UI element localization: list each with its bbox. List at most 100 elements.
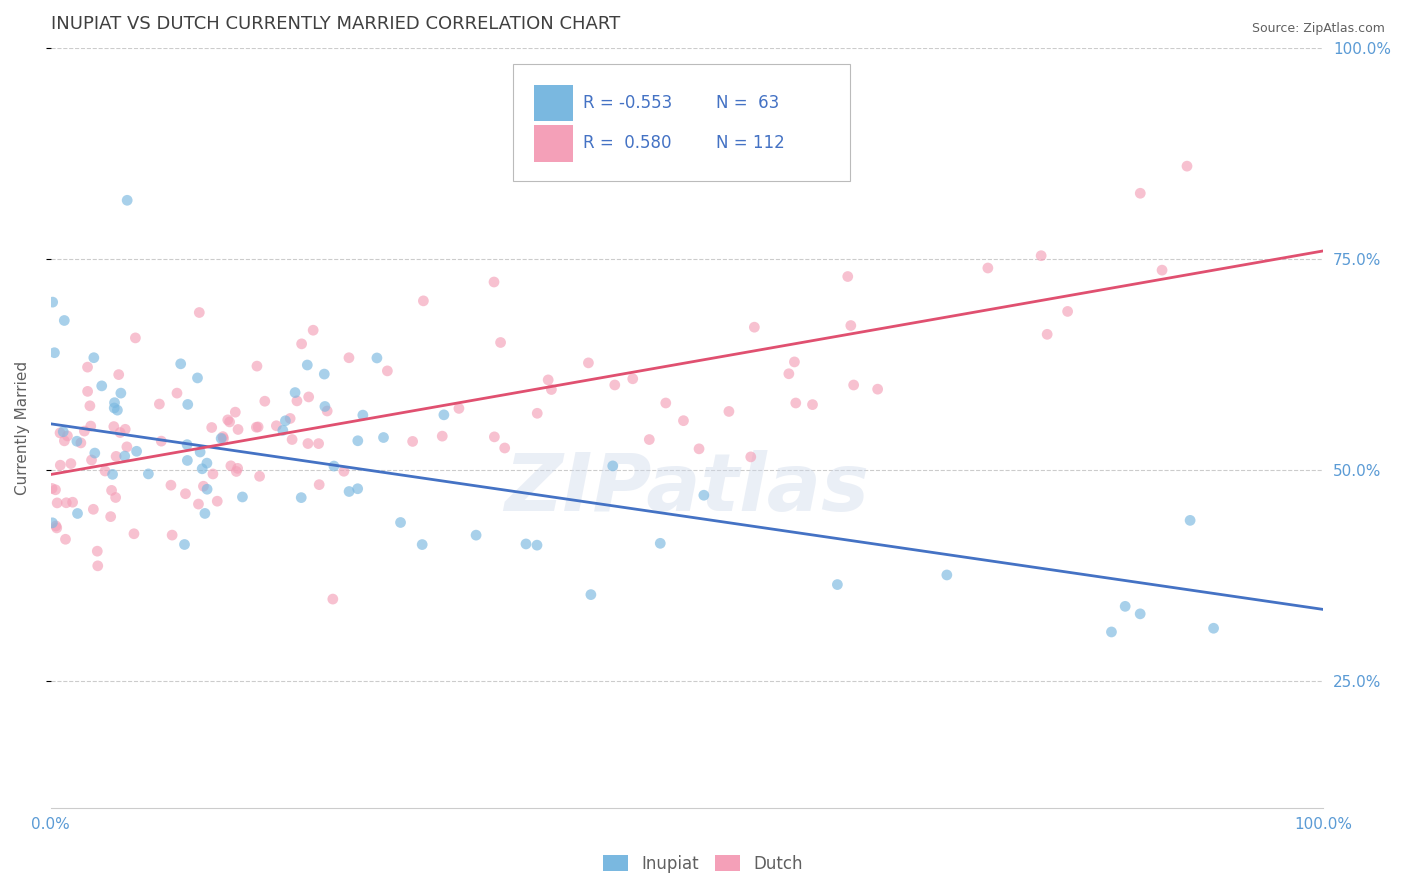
Point	[1114, 599, 1136, 614]
Point	[308, 477, 330, 491]
Point	[176, 437, 198, 451]
Point	[302, 323, 325, 337]
Point	[515, 537, 537, 551]
Point	[83, 351, 105, 365]
Point	[465, 528, 488, 542]
Point	[298, 390, 321, 404]
Point	[59, 457, 82, 471]
Point	[191, 462, 214, 476]
Point	[284, 385, 307, 400]
Point	[187, 497, 209, 511]
Point	[783, 355, 806, 369]
Point	[76, 360, 98, 375]
Point	[655, 396, 678, 410]
Point	[291, 336, 314, 351]
Point	[115, 194, 138, 208]
Point	[231, 490, 253, 504]
Point	[207, 494, 229, 508]
Point	[108, 425, 131, 440]
Point	[105, 403, 128, 417]
Point	[839, 318, 862, 333]
Point	[526, 406, 548, 420]
Point	[778, 367, 800, 381]
Point	[540, 383, 562, 397]
Point	[53, 434, 76, 448]
Point	[322, 592, 344, 607]
Point	[842, 378, 865, 392]
Point	[201, 467, 224, 481]
Point	[278, 411, 301, 425]
Point	[377, 364, 399, 378]
Point	[209, 432, 232, 446]
Point	[49, 458, 72, 473]
Point	[337, 351, 360, 365]
Point	[290, 491, 312, 505]
Text: R = -0.553: R = -0.553	[582, 95, 672, 112]
Point	[579, 588, 602, 602]
Point	[44, 483, 66, 497]
Point	[246, 359, 269, 373]
Point	[224, 405, 246, 419]
Point	[621, 372, 644, 386]
Point	[104, 491, 127, 505]
Point	[433, 408, 456, 422]
Point	[526, 538, 548, 552]
Point	[76, 384, 98, 399]
Point	[114, 422, 136, 436]
Point	[366, 351, 388, 365]
Point	[201, 420, 224, 434]
Point	[266, 418, 288, 433]
Point	[41, 295, 63, 310]
Point	[94, 464, 117, 478]
Point	[494, 441, 516, 455]
Point	[52, 425, 75, 439]
Point	[801, 398, 824, 412]
Point	[346, 482, 368, 496]
Point	[837, 269, 859, 284]
Point	[41, 516, 63, 530]
Point	[249, 469, 271, 483]
Point	[122, 526, 145, 541]
Point	[489, 335, 512, 350]
Point	[688, 442, 710, 456]
Point	[73, 424, 96, 438]
Point	[578, 356, 600, 370]
Point	[176, 453, 198, 467]
Point	[55, 533, 77, 547]
Point	[1036, 327, 1059, 342]
Point	[125, 444, 148, 458]
Point	[110, 386, 132, 401]
Point	[281, 433, 304, 447]
Point	[218, 415, 240, 429]
Text: ZIPatlas: ZIPatlas	[505, 450, 869, 528]
Point	[80, 419, 103, 434]
Point	[150, 434, 173, 449]
Point	[44, 345, 66, 359]
Point	[115, 440, 138, 454]
Point	[170, 357, 193, 371]
Point	[484, 430, 506, 444]
Point	[41, 482, 63, 496]
Point	[537, 373, 560, 387]
Point	[1101, 624, 1123, 639]
Point	[602, 458, 624, 473]
Point	[314, 400, 336, 414]
Point	[297, 436, 319, 450]
Point	[194, 507, 217, 521]
Point	[482, 275, 505, 289]
Point	[785, 396, 807, 410]
Point	[195, 482, 218, 496]
Point	[337, 484, 360, 499]
Point	[225, 465, 247, 479]
Point	[55, 496, 77, 510]
Point	[124, 331, 146, 345]
FancyBboxPatch shape	[534, 125, 572, 161]
Point	[412, 293, 434, 308]
Point	[827, 577, 849, 591]
Point	[173, 537, 195, 551]
Legend: Inupiat, Dutch: Inupiat, Dutch	[596, 848, 810, 880]
Point	[432, 429, 454, 443]
Point	[79, 399, 101, 413]
Point	[188, 305, 211, 319]
Point	[672, 414, 695, 428]
